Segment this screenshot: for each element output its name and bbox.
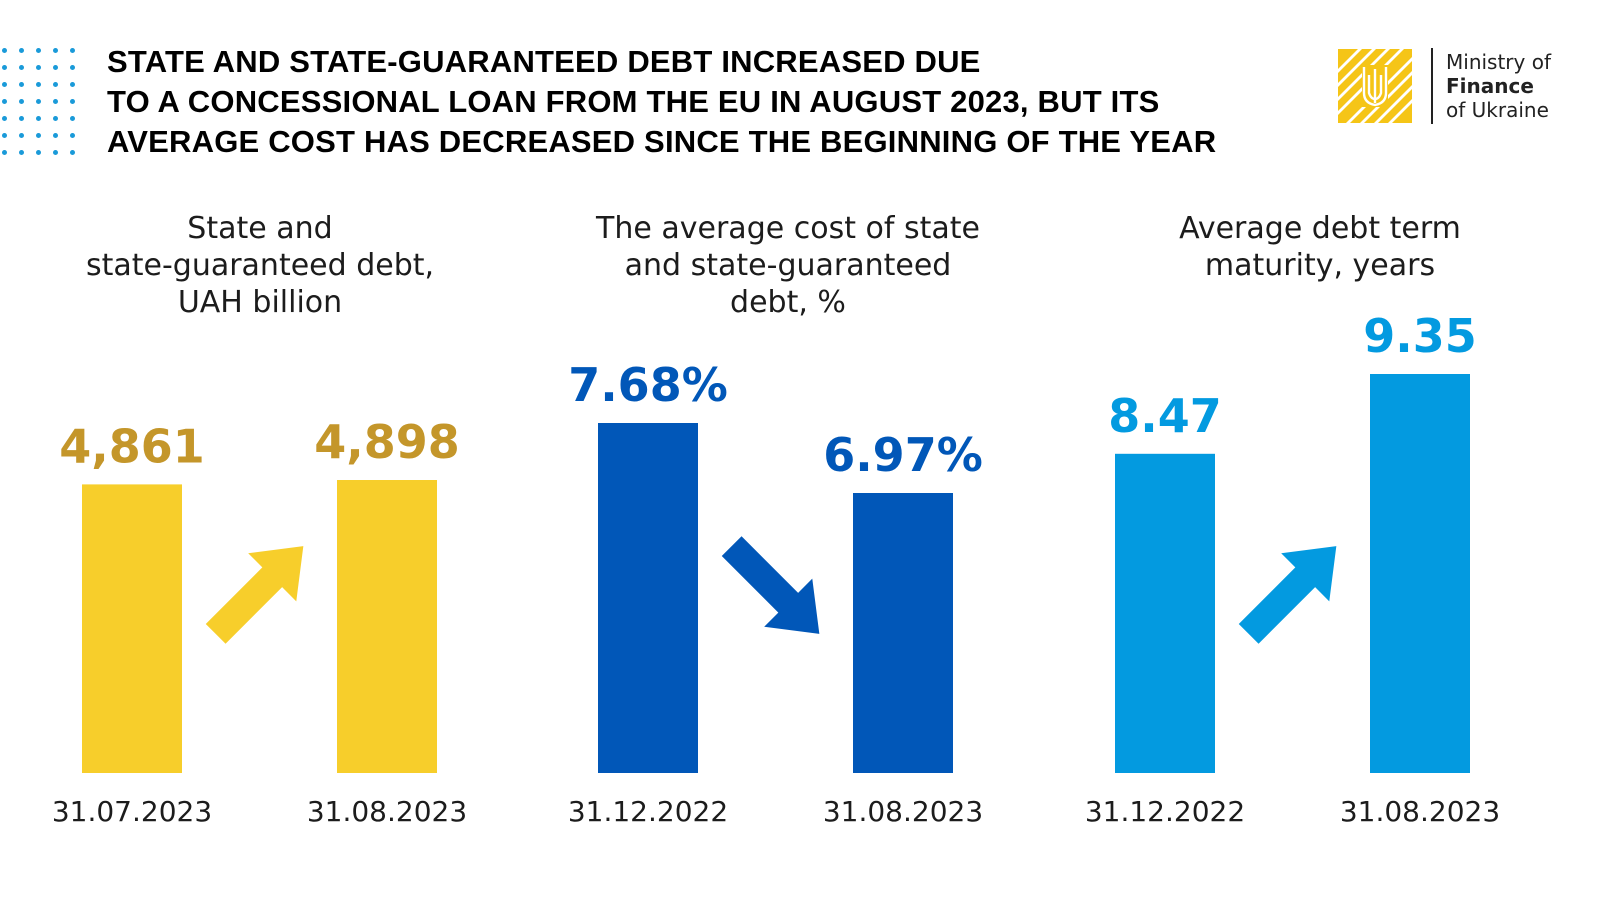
decorative-dot	[36, 82, 41, 87]
data-label: 7.68%	[568, 358, 728, 412]
bar-31.07.2023	[82, 484, 182, 773]
decorative-dot	[53, 150, 58, 155]
decorative-dot	[70, 133, 75, 138]
headline-line-3: AVERAGE COST HAS DECREASED SINCE THE BEG…	[107, 124, 1217, 159]
chart-debt-svg: 4,861 31.07.2023 4,898 31.08.2023	[52, 415, 467, 828]
decorative-dot	[70, 150, 75, 155]
bar-31.08.2023	[1370, 374, 1470, 773]
chart-title: State and state-guaranteed debt, UAH bil…	[85, 211, 435, 320]
decorative-dot	[53, 82, 58, 87]
decorative-dot-grid	[2, 48, 76, 155]
data-label: 4,898	[314, 415, 460, 469]
decorative-dot	[19, 65, 24, 70]
decorative-dot	[53, 99, 58, 104]
decorative-dot	[2, 99, 7, 104]
data-label: 6.97%	[823, 428, 983, 482]
decorative-dot	[19, 116, 24, 121]
decorative-dot	[53, 133, 58, 138]
decorative-dot	[36, 150, 41, 155]
decorative-dot	[19, 150, 24, 155]
decorative-dot	[2, 133, 7, 138]
decorative-dot	[2, 82, 7, 87]
data-label: 9.35	[1363, 309, 1477, 363]
logo-text: Ministry of Finance of Ukraine	[1446, 50, 1551, 122]
decorative-dot	[53, 65, 58, 70]
data-label: 8.47	[1108, 389, 1222, 443]
chart-title: Average debt term maturity, years	[1179, 211, 1461, 283]
chart-panel-debt: State and state-guaranteed debt, UAH bil…	[0, 210, 520, 860]
decorative-dot	[53, 116, 58, 121]
category-label: 31.08.2023	[823, 795, 983, 828]
decorative-dot	[70, 116, 75, 121]
bar-31.08.2023	[337, 480, 437, 773]
arrow-up-right-icon	[1238, 546, 1337, 644]
category-label: 31.12.2022	[1085, 795, 1245, 828]
decorative-dot	[36, 116, 41, 121]
category-label: 31.08.2023	[307, 795, 467, 828]
arrow-down-right-icon	[721, 536, 820, 634]
chart-cost-svg: 7.68% 31.12.2022 6.97% 31.08.2023	[568, 358, 983, 828]
chart-panel-maturity: Average debt term maturity, years 8.47 31…	[1060, 210, 1580, 860]
decorative-dot	[19, 48, 24, 53]
logo-line-2: Finance	[1446, 74, 1534, 98]
decorative-dot	[19, 133, 24, 138]
decorative-dot	[70, 82, 75, 87]
decorative-dot	[70, 65, 75, 70]
trident-icon	[1338, 49, 1412, 123]
decorative-dot	[70, 48, 75, 53]
arrow-up-right-icon	[205, 546, 304, 644]
decorative-dot	[36, 99, 41, 104]
decorative-dot	[70, 99, 75, 104]
decorative-dot	[2, 150, 7, 155]
category-label: 31.12.2022	[568, 795, 728, 828]
chart-panel-cost: The average cost of state and state-guar…	[528, 210, 1048, 860]
decorative-dot	[2, 65, 7, 70]
decorative-dot	[19, 82, 24, 87]
logo-line-3: of Ukraine	[1446, 98, 1549, 122]
decorative-dot	[2, 48, 7, 53]
bar-31.08.2023	[853, 493, 953, 773]
logo-line-1: Ministry of	[1446, 50, 1551, 74]
data-label: 4,861	[59, 419, 205, 473]
decorative-dot	[36, 133, 41, 138]
headline: STATE AND STATE-GUARANTEED DEBT INCREASE…	[107, 42, 1307, 162]
chart-maturity-svg: 8.47 31.12.2022 9.35 31.08.2023	[1085, 309, 1500, 828]
bar-31.12.2022	[1115, 453, 1215, 773]
decorative-dot	[36, 48, 41, 53]
headline-line-2: TO A CONCESSIONAL LOAN FROM THE EU IN AU…	[107, 84, 1160, 119]
decorative-dot	[53, 48, 58, 53]
logo-divider	[1431, 48, 1433, 124]
bar-31.12.2022	[598, 423, 698, 773]
decorative-dot	[36, 65, 41, 70]
decorative-dot	[19, 99, 24, 104]
chart-title: The average cost of state and state-guar…	[596, 211, 980, 320]
category-label: 31.08.2023	[1340, 795, 1500, 828]
headline-line-1: STATE AND STATE-GUARANTEED DEBT INCREASE…	[107, 44, 981, 79]
category-label: 31.07.2023	[52, 795, 212, 828]
decorative-dot	[2, 116, 7, 121]
